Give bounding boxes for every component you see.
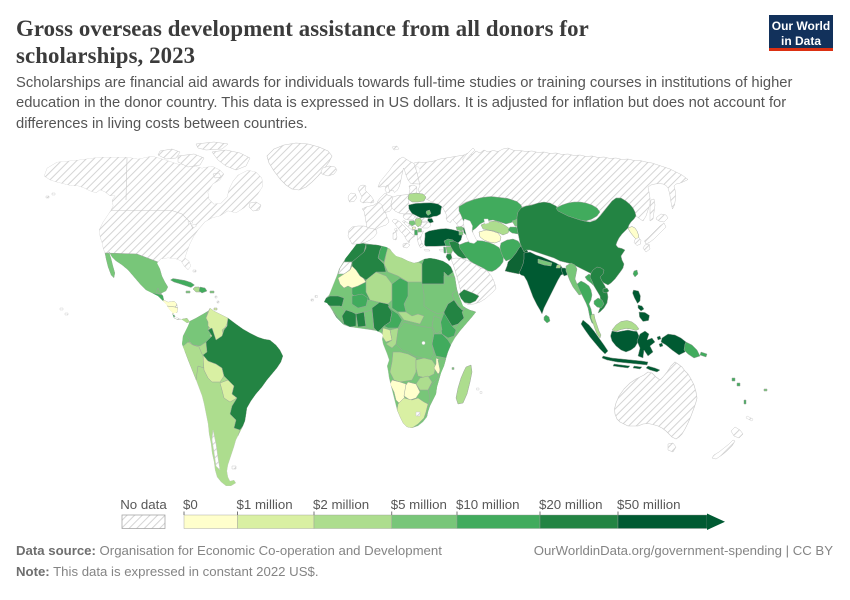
svg-text:$5 million: $5 million bbox=[391, 497, 447, 512]
svg-text:$50 million: $50 million bbox=[617, 497, 681, 512]
svg-text:$2 million: $2 million bbox=[313, 497, 369, 512]
svg-text:$10 million: $10 million bbox=[456, 497, 520, 512]
svg-text:$0: $0 bbox=[183, 497, 198, 512]
svg-text:No data: No data bbox=[120, 497, 167, 512]
svg-text:$20 million: $20 million bbox=[539, 497, 603, 512]
svg-text:$1 million: $1 million bbox=[237, 497, 293, 512]
